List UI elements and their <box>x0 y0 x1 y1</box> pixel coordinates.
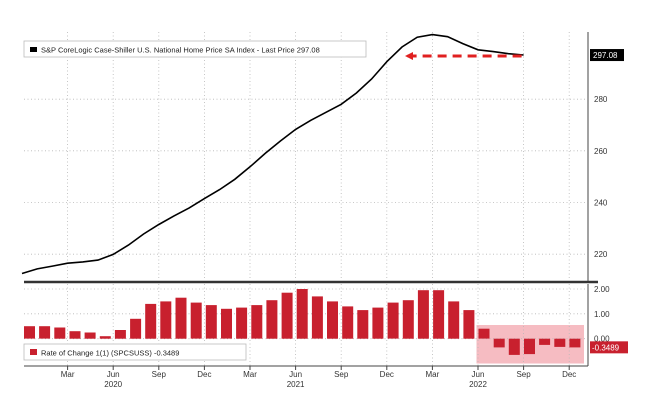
rate-bar <box>478 328 490 339</box>
rate-bar <box>493 338 505 348</box>
rate-bar <box>160 301 172 339</box>
rate-bar <box>448 301 460 339</box>
price-y-tick-label: 280 <box>594 95 608 104</box>
rate-bar <box>402 300 414 339</box>
price-series-line <box>21 33 524 275</box>
rate-bar <box>387 302 399 339</box>
rate-bar <box>114 330 126 339</box>
rate-bar <box>342 306 354 339</box>
rate-bar <box>266 300 278 339</box>
price-last-value-badge: 297.08 <box>590 49 624 62</box>
x-axis-year-labels: 2020 2021 2022 <box>104 380 487 389</box>
rate-bar <box>372 307 384 339</box>
x-month-label: Sep <box>334 370 349 379</box>
rate-bar <box>251 305 263 339</box>
rate-bar <box>54 327 66 339</box>
price-legend: S&P CoreLogic Case-Shiller U.S. National… <box>23 40 367 58</box>
rate-bar <box>417 290 429 339</box>
price-vertical-gridlines <box>67 32 570 280</box>
rate-last-value-label: -0.3489 <box>592 343 620 352</box>
rate-bar <box>175 297 187 339</box>
rate-bar <box>205 305 217 339</box>
rate-bar <box>508 338 520 355</box>
rate-bar <box>69 331 81 339</box>
x-axis-month-labels: Mar Jun Sep Dec Mar Jun Sep Dec Mar Jun Sep Dec <box>61 370 577 379</box>
x-month-label: Jun <box>289 370 302 379</box>
rate-y-tick-labels: 2.00 1.00 0.00 <box>594 285 610 344</box>
x-month-label: Dec <box>562 370 576 379</box>
rate-bar <box>24 326 35 339</box>
x-year-label: 2020 <box>104 380 122 389</box>
rate-bar <box>433 290 445 339</box>
rate-bar <box>296 289 308 339</box>
rate-bar <box>463 310 475 339</box>
price-panel: 220 240 260 280 297.08 S&P CoreLogic Case-S… <box>21 32 624 282</box>
rate-bar <box>357 310 369 339</box>
price-y-tick-label: 220 <box>594 250 608 259</box>
price-y-tick-labels: 220 240 260 280 <box>594 95 608 259</box>
rate-bar <box>99 336 111 339</box>
rate-bars <box>24 289 581 355</box>
rate-bar <box>554 338 566 347</box>
x-month-label: Sep <box>152 370 167 379</box>
price-y-tick-label: 240 <box>594 199 608 208</box>
x-axis-ticks <box>67 366 570 370</box>
x-month-label: Dec <box>380 370 394 379</box>
x-month-label: Jun <box>107 370 120 379</box>
rate-y-tick-label: 0.00 <box>594 335 610 344</box>
price-y-tick-label: 260 <box>594 147 608 156</box>
rate-last-value-badge: -0.3489 <box>590 341 628 354</box>
x-month-label: Sep <box>516 370 531 379</box>
rate-panel: 2.00 1.00 0.00 -0.3489 Rate of Change 1(1)… <box>23 284 628 366</box>
price-last-value-label: 297.08 <box>593 51 618 60</box>
rate-bar <box>327 301 338 339</box>
rate-bar <box>130 318 142 339</box>
rate-bar <box>145 303 157 339</box>
rate-bar <box>539 338 551 345</box>
x-month-label: Mar <box>426 370 440 379</box>
x-month-label: Mar <box>243 370 257 379</box>
rate-bar <box>524 338 535 355</box>
rate-bar <box>236 307 248 339</box>
rate-y-tick-label: 1.00 <box>594 310 610 319</box>
x-year-label: 2022 <box>469 380 487 389</box>
x-month-label: Jun <box>472 370 485 379</box>
rate-bar <box>221 308 232 339</box>
price-legend-text: S&P CoreLogic Case-Shiller U.S. National… <box>41 46 320 55</box>
x-year-label: 2021 <box>287 380 305 389</box>
rate-bar <box>281 292 293 339</box>
x-month-label: Dec <box>197 370 211 379</box>
rate-bar <box>190 302 202 339</box>
x-month-label: Mar <box>61 370 75 379</box>
rate-y-tick-label: 2.00 <box>594 285 610 294</box>
rate-bar <box>569 338 581 348</box>
rate-legend-text: Rate of Change 1(1) (SPCSUSS) -0.3489 <box>41 349 179 358</box>
rate-bar <box>311 296 323 339</box>
rate-bar <box>39 326 51 339</box>
rate-bar <box>84 332 96 339</box>
rate-legend: Rate of Change 1(1) (SPCSUSS) -0.3489 <box>23 343 247 361</box>
